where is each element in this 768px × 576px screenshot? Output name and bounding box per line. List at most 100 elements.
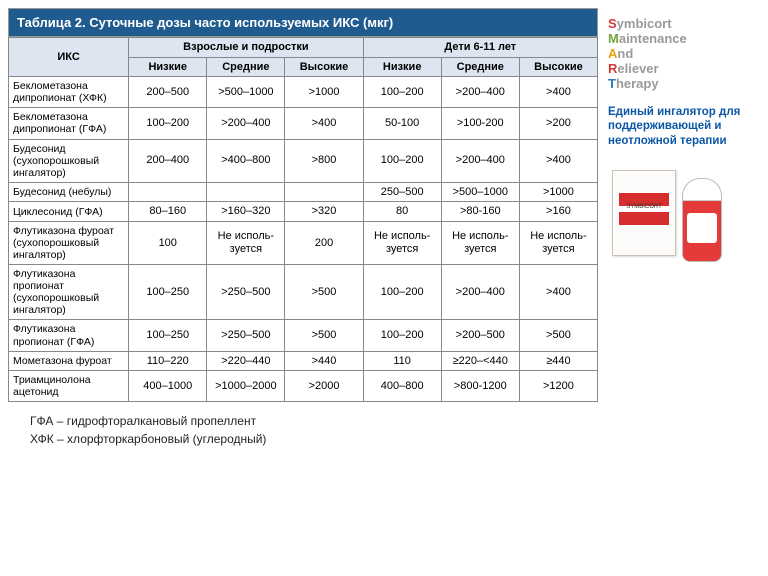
row-label-cell: Флутиказона пропионат (ГФА) xyxy=(9,320,129,351)
row-label-cell: Мометазона фуроат xyxy=(9,351,129,371)
dose-cell: 100–200 xyxy=(363,265,441,320)
dose-cell: >400 xyxy=(519,139,597,182)
dose-cell: >200–400 xyxy=(441,139,519,182)
table-row: Беклометазона дипропионат (ГФА)100–200>2… xyxy=(9,108,598,139)
product-box-label: SYMBICORT xyxy=(619,193,669,225)
col-header-level: Низкие xyxy=(363,57,441,77)
dose-cell: 100–200 xyxy=(363,139,441,182)
row-label-cell: Циклесонид (ГФА) xyxy=(9,202,129,222)
dose-cell: 100–200 xyxy=(363,77,441,108)
dose-cell: >400 xyxy=(285,108,363,139)
dose-cell: >200–400 xyxy=(207,108,285,139)
dose-cell: Не исполь-зуется xyxy=(519,222,597,265)
dose-table: ИКС Взрослые и подростки Дети 6-11 лет Н… xyxy=(8,37,598,402)
dose-cell: >2000 xyxy=(285,371,363,402)
dose-cell: >500 xyxy=(285,320,363,351)
dose-cell: >160–320 xyxy=(207,202,285,222)
dose-cell: >800 xyxy=(285,139,363,182)
dose-cell: >400 xyxy=(519,265,597,320)
table-row: Триамцинолона ацетонид400–1000>1000–2000… xyxy=(9,371,598,402)
dose-cell: >250–500 xyxy=(207,265,285,320)
table-row: Будесонид (сухопорошковый ингалятор)200–… xyxy=(9,139,598,182)
dose-cell: 200–500 xyxy=(129,77,207,108)
table-row: Будесонид (небулы)250–500>500–1000>1000 xyxy=(9,182,598,202)
col-header-adult: Взрослые и подростки xyxy=(129,38,363,58)
dose-cell: 80 xyxy=(363,202,441,222)
dose-cell: 110–220 xyxy=(129,351,207,371)
dose-cell: ≥440 xyxy=(519,351,597,371)
dose-cell: >1000 xyxy=(519,182,597,202)
dose-cell: >400 xyxy=(519,77,597,108)
dose-cell: >800-1200 xyxy=(441,371,519,402)
col-header-level: Средние xyxy=(441,57,519,77)
row-label-cell: Беклометазона дипропионат (ГФА) xyxy=(9,108,129,139)
smart-acronym: SymbicortMaintenanceAndRelieverTherapy xyxy=(608,16,754,91)
row-label-cell: Триамцинолона ацетонид xyxy=(9,371,129,402)
smart-line: And xyxy=(608,46,754,61)
dose-cell: 50-100 xyxy=(363,108,441,139)
dose-cell: 400–1000 xyxy=(129,371,207,402)
dose-cell: 200 xyxy=(285,222,363,265)
dose-cell: >500–1000 xyxy=(207,77,285,108)
dose-cell: >1000 xyxy=(285,77,363,108)
dose-cell: >250–500 xyxy=(207,320,285,351)
col-header-level: Средние xyxy=(207,57,285,77)
table-row: Флутиказона пропионат (сухопорошковый ин… xyxy=(9,265,598,320)
table-row: Флутиказона пропионат (ГФА)100–250>250–5… xyxy=(9,320,598,351)
footnote-line: ХФК – хлорфторкарбоновый (углеродный) xyxy=(30,430,594,448)
smart-rest: eliever xyxy=(617,61,658,76)
table-row: Флутиказона фуроат (сухопорошковый ингал… xyxy=(9,222,598,265)
smart-accent-letter: M xyxy=(608,31,619,46)
dose-cell: >1200 xyxy=(519,371,597,402)
row-label-cell: Флутиказона пропионат (сухопорошковый ин… xyxy=(9,265,129,320)
dose-cell: >200–400 xyxy=(441,77,519,108)
smart-line: Therapy xyxy=(608,76,754,91)
col-header-level: Высокие xyxy=(285,57,363,77)
dose-cell: >500 xyxy=(519,320,597,351)
dose-cell: ≥220–<440 xyxy=(441,351,519,371)
dose-cell: >440 xyxy=(285,351,363,371)
row-label-cell: Флутиказона фуроат (сухопорошковый ингал… xyxy=(9,222,129,265)
table-row: Мометазона фуроат110–220>220–440>440110≥… xyxy=(9,351,598,371)
dose-cell: 100–250 xyxy=(129,320,207,351)
dose-cell: 100 xyxy=(129,222,207,265)
product-illustration: SYMBICORT xyxy=(608,166,738,276)
smart-accent-letter: T xyxy=(608,76,616,91)
dose-cell: Не исполь-зуется xyxy=(441,222,519,265)
smart-line: Reliever xyxy=(608,61,754,76)
product-inhaler xyxy=(682,178,722,262)
row-label-cell: Будесонид (сухопорошковый ингалятор) xyxy=(9,139,129,182)
col-header-drug: ИКС xyxy=(9,38,129,77)
dose-cell: >200–500 xyxy=(441,320,519,351)
col-header-level: Низкие xyxy=(129,57,207,77)
dose-cell: >1000–2000 xyxy=(207,371,285,402)
dose-cell xyxy=(129,182,207,202)
smart-tagline: Единый ингалятор для поддерживающей и не… xyxy=(608,105,754,148)
footnote-line: ГФА – гидрофторалкановый пропеллент xyxy=(30,412,594,430)
smart-accent-letter: A xyxy=(608,46,617,61)
footnotes: ГФА – гидрофторалкановый пропеллент ХФК … xyxy=(8,402,598,448)
dose-cell: >400–800 xyxy=(207,139,285,182)
col-header-child: Дети 6-11 лет xyxy=(363,38,597,58)
dose-cell: >320 xyxy=(285,202,363,222)
dose-cell: 200–400 xyxy=(129,139,207,182)
dose-cell: 250–500 xyxy=(363,182,441,202)
dose-cell: >200 xyxy=(519,108,597,139)
dose-cell: 100–200 xyxy=(129,108,207,139)
dose-cell: >80-160 xyxy=(441,202,519,222)
dose-cell: >100-200 xyxy=(441,108,519,139)
table-title: Таблица 2. Суточные дозы часто используе… xyxy=(8,8,598,37)
table-row: Циклесонид (ГФА)80–160>160–320>32080>80-… xyxy=(9,202,598,222)
dose-cell: 110 xyxy=(363,351,441,371)
dose-cell: 100–250 xyxy=(129,265,207,320)
smart-rest: ymbicort xyxy=(617,16,672,31)
smart-accent-letter: R xyxy=(608,61,617,76)
product-box: SYMBICORT xyxy=(612,170,676,256)
dose-cell: 100–200 xyxy=(363,320,441,351)
row-label-cell: Будесонид (небулы) xyxy=(9,182,129,202)
smart-rest: aintenance xyxy=(619,31,687,46)
row-label-cell: Беклометазона дипропионат (ХФК) xyxy=(9,77,129,108)
dose-cell xyxy=(207,182,285,202)
smart-line: Symbicort xyxy=(608,16,754,31)
dose-cell: >160 xyxy=(519,202,597,222)
